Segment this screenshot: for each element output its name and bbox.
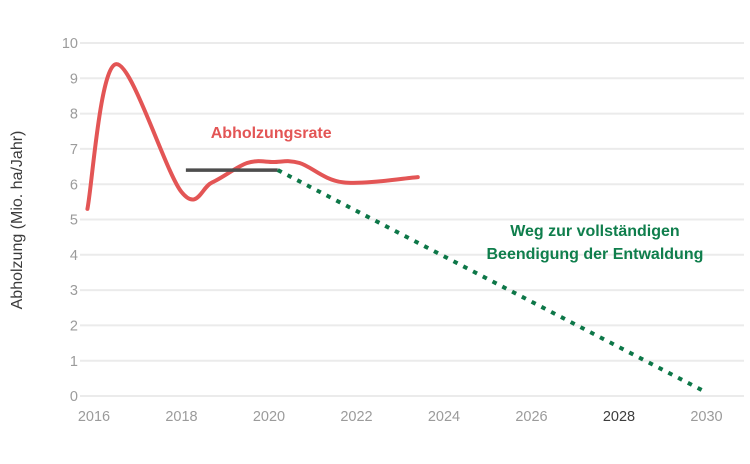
series-label-path-to-zero-line2: Beendigung der Entwaldung <box>486 246 703 263</box>
dotted-line-path-to-zero <box>276 168 708 395</box>
x-tick-label-2020: 2020 <box>253 409 285 425</box>
y-tick-label-5: 5 <box>70 213 78 229</box>
x-tick-label-2024: 2024 <box>428 409 460 425</box>
y-tick-label-2: 2 <box>70 318 78 334</box>
y-tick-label-8: 8 <box>70 107 78 123</box>
y-tick-label-9: 9 <box>70 71 78 87</box>
x-axis-tick-labels: 2016 2018 2020 2022 2024 2026 2028 2030 <box>78 409 723 425</box>
series-label-path-to-zero-line1: Weg zur vollständigen <box>510 223 680 240</box>
x-tick-label-2018: 2018 <box>165 409 197 425</box>
x-tick-label-2022: 2022 <box>340 409 372 425</box>
y-tick-label-0: 0 <box>70 389 78 405</box>
y-tick-label-7: 7 <box>70 142 78 158</box>
y-tick-label-3: 3 <box>70 283 78 299</box>
x-tick-label-2016: 2016 <box>78 409 110 425</box>
x-tick-label-2030: 2030 <box>690 409 722 425</box>
y-tick-label-1: 1 <box>70 354 78 370</box>
y-tick-label-10: 10 <box>62 36 78 52</box>
y-axis-tick-labels: 0 1 2 3 4 5 6 7 8 9 10 <box>62 36 78 405</box>
y-tick-label-4: 4 <box>70 248 78 264</box>
series-label-abholzungsrate: Abholzungsrate <box>211 125 332 142</box>
x-tick-label-2028: 2028 <box>603 409 635 425</box>
y-axis-title: Abholzung (Mio. ha/Jahr) <box>9 131 26 310</box>
y-tick-label-6: 6 <box>70 177 78 193</box>
gridlines <box>80 42 744 397</box>
x-tick-label-2026: 2026 <box>515 409 547 425</box>
